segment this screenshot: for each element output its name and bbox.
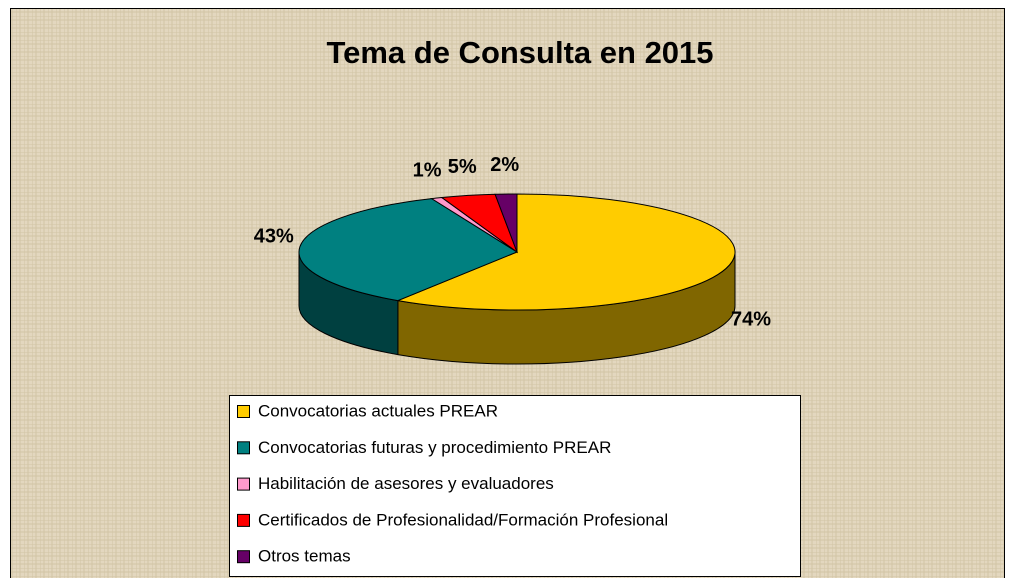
data-label: 2% [490,154,519,176]
legend: Convocatorias actuales PREAR Convocatoria… [237,401,668,566]
legend-swatch [237,477,250,491]
data-label: 74% [731,309,771,331]
pie-slice [494,193,518,253]
legend-label: Convocatorias futuras y procedimiento PR… [258,438,611,457]
legend-swatch [237,513,250,527]
legend-swatch [237,441,250,455]
legend-box [229,395,801,577]
legend-label: Convocatorias actuales PREAR [258,401,498,420]
legend-label: Otros temas [258,547,351,566]
pie-slice [298,198,519,302]
chart-title: Tema de Consulta en 2015 [326,35,713,70]
pie: 74% 43% 1% 5% 2% [254,154,771,365]
legend-swatch [237,550,250,564]
pie-slice [396,193,736,311]
legend-label: Certificados de Profesionalidad/Formació… [258,510,668,529]
data-label: 5% [448,156,477,178]
legend-label: Habilitación de asesores y evaluadores [258,474,554,493]
data-label: 1% [413,159,442,181]
legend-swatch [237,405,250,418]
data-label: 43% [254,225,294,247]
